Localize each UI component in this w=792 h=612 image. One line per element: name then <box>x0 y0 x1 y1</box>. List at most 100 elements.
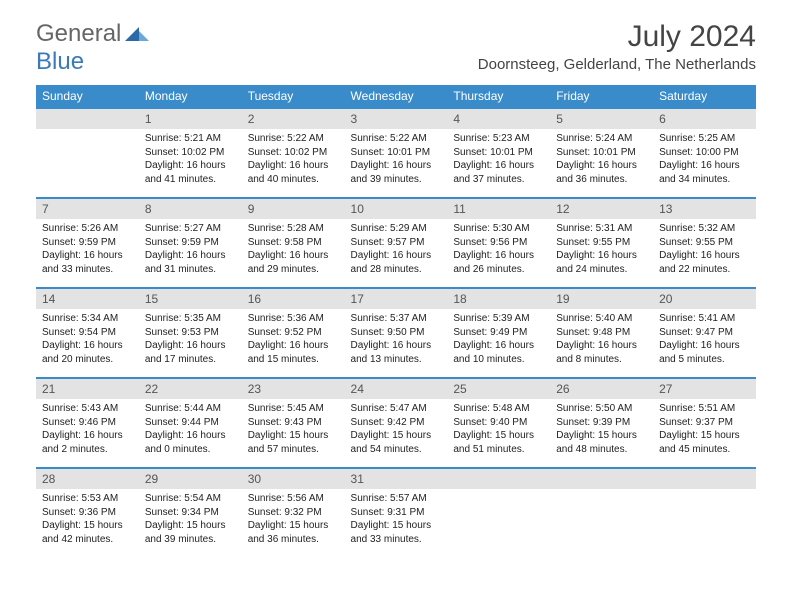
day-header: Saturday <box>653 85 756 108</box>
sunset-text: Sunset: 10:02 PM <box>145 146 236 160</box>
sunrise-text: Sunrise: 5:31 AM <box>556 222 647 236</box>
day-cell: 25Sunrise: 5:48 AMSunset: 9:40 PMDayligh… <box>447 378 550 468</box>
sunset-text: Sunset: 9:44 PM <box>145 416 236 430</box>
day-number-empty <box>653 469 756 489</box>
daylight-text: Daylight: 15 hours and 54 minutes. <box>351 429 442 456</box>
daylight-text: Daylight: 15 hours and 33 minutes. <box>351 519 442 546</box>
month-title: July 2024 <box>478 20 756 54</box>
daylight-text: Daylight: 16 hours and 28 minutes. <box>351 249 442 276</box>
day-header: Thursday <box>447 85 550 108</box>
day-cell: 13Sunrise: 5:32 AMSunset: 9:55 PMDayligh… <box>653 198 756 288</box>
day-cell: 9Sunrise: 5:28 AMSunset: 9:58 PMDaylight… <box>242 198 345 288</box>
daylight-text: Daylight: 16 hours and 34 minutes. <box>659 159 750 186</box>
sunrise-text: Sunrise: 5:25 AM <box>659 132 750 146</box>
day-cell: 23Sunrise: 5:45 AMSunset: 9:43 PMDayligh… <box>242 378 345 468</box>
sunrise-text: Sunrise: 5:21 AM <box>145 132 236 146</box>
day-cell: 17Sunrise: 5:37 AMSunset: 9:50 PMDayligh… <box>345 288 448 378</box>
day-details: Sunrise: 5:27 AMSunset: 9:59 PMDaylight:… <box>139 219 242 280</box>
daylight-text: Daylight: 16 hours and 2 minutes. <box>42 429 133 456</box>
day-number: 28 <box>36 469 139 489</box>
day-header: Sunday <box>36 85 139 108</box>
day-details: Sunrise: 5:29 AMSunset: 9:57 PMDaylight:… <box>345 219 448 280</box>
day-details: Sunrise: 5:53 AMSunset: 9:36 PMDaylight:… <box>36 489 139 550</box>
week-row: 28Sunrise: 5:53 AMSunset: 9:36 PMDayligh… <box>36 468 756 558</box>
sunset-text: Sunset: 9:31 PM <box>351 506 442 520</box>
day-details: Sunrise: 5:50 AMSunset: 9:39 PMDaylight:… <box>550 399 653 460</box>
day-details: Sunrise: 5:51 AMSunset: 9:37 PMDaylight:… <box>653 399 756 460</box>
sunset-text: Sunset: 9:59 PM <box>145 236 236 250</box>
day-cell: 24Sunrise: 5:47 AMSunset: 9:42 PMDayligh… <box>345 378 448 468</box>
daylight-text: Daylight: 16 hours and 15 minutes. <box>248 339 339 366</box>
logo-text-general: General <box>36 20 121 48</box>
sunrise-text: Sunrise: 5:34 AM <box>42 312 133 326</box>
sunset-text: Sunset: 9:43 PM <box>248 416 339 430</box>
daylight-text: Daylight: 16 hours and 40 minutes. <box>248 159 339 186</box>
day-details: Sunrise: 5:22 AMSunset: 10:02 PMDaylight… <box>242 129 345 190</box>
day-cell: 6Sunrise: 5:25 AMSunset: 10:00 PMDayligh… <box>653 108 756 198</box>
sunrise-text: Sunrise: 5:22 AM <box>248 132 339 146</box>
daylight-text: Daylight: 15 hours and 42 minutes. <box>42 519 133 546</box>
daylight-text: Daylight: 16 hours and 20 minutes. <box>42 339 133 366</box>
sunset-text: Sunset: 9:49 PM <box>453 326 544 340</box>
daylight-text: Daylight: 16 hours and 0 minutes. <box>145 429 236 456</box>
sunrise-text: Sunrise: 5:56 AM <box>248 492 339 506</box>
sunrise-text: Sunrise: 5:44 AM <box>145 402 236 416</box>
sunset-text: Sunset: 9:52 PM <box>248 326 339 340</box>
day-cell: 27Sunrise: 5:51 AMSunset: 9:37 PMDayligh… <box>653 378 756 468</box>
day-cell: 10Sunrise: 5:29 AMSunset: 9:57 PMDayligh… <box>345 198 448 288</box>
daylight-text: Daylight: 16 hours and 22 minutes. <box>659 249 750 276</box>
day-details: Sunrise: 5:40 AMSunset: 9:48 PMDaylight:… <box>550 309 653 370</box>
sunrise-text: Sunrise: 5:40 AM <box>556 312 647 326</box>
day-details: Sunrise: 5:56 AMSunset: 9:32 PMDaylight:… <box>242 489 345 550</box>
sunset-text: Sunset: 9:40 PM <box>453 416 544 430</box>
sunset-text: Sunset: 10:01 PM <box>453 146 544 160</box>
day-details: Sunrise: 5:54 AMSunset: 9:34 PMDaylight:… <box>139 489 242 550</box>
sunrise-text: Sunrise: 5:28 AM <box>248 222 339 236</box>
day-number: 26 <box>550 379 653 399</box>
sunset-text: Sunset: 9:50 PM <box>351 326 442 340</box>
day-number: 2 <box>242 109 345 129</box>
logo-text-blue: Blue <box>36 48 84 76</box>
day-number: 12 <box>550 199 653 219</box>
sunrise-text: Sunrise: 5:57 AM <box>351 492 442 506</box>
day-details: Sunrise: 5:41 AMSunset: 9:47 PMDaylight:… <box>653 309 756 370</box>
day-cell <box>550 468 653 558</box>
daylight-text: Daylight: 15 hours and 57 minutes. <box>248 429 339 456</box>
day-number-empty <box>550 469 653 489</box>
day-details: Sunrise: 5:28 AMSunset: 9:58 PMDaylight:… <box>242 219 345 280</box>
daylight-text: Daylight: 16 hours and 8 minutes. <box>556 339 647 366</box>
daylight-text: Daylight: 16 hours and 26 minutes. <box>453 249 544 276</box>
sunset-text: Sunset: 9:34 PM <box>145 506 236 520</box>
sunrise-text: Sunrise: 5:37 AM <box>351 312 442 326</box>
day-number: 5 <box>550 109 653 129</box>
day-header: Friday <box>550 85 653 108</box>
daylight-text: Daylight: 16 hours and 41 minutes. <box>145 159 236 186</box>
day-number: 27 <box>653 379 756 399</box>
sunrise-text: Sunrise: 5:32 AM <box>659 222 750 236</box>
day-cell <box>447 468 550 558</box>
day-details: Sunrise: 5:35 AMSunset: 9:53 PMDaylight:… <box>139 309 242 370</box>
day-number: 15 <box>139 289 242 309</box>
day-number: 10 <box>345 199 448 219</box>
day-header-row: SundayMondayTuesdayWednesdayThursdayFrid… <box>36 85 756 108</box>
day-number: 20 <box>653 289 756 309</box>
day-details: Sunrise: 5:22 AMSunset: 10:01 PMDaylight… <box>345 129 448 190</box>
sunset-text: Sunset: 9:47 PM <box>659 326 750 340</box>
day-cell: 12Sunrise: 5:31 AMSunset: 9:55 PMDayligh… <box>550 198 653 288</box>
day-details: Sunrise: 5:47 AMSunset: 9:42 PMDaylight:… <box>345 399 448 460</box>
day-number: 23 <box>242 379 345 399</box>
daylight-text: Daylight: 15 hours and 48 minutes. <box>556 429 647 456</box>
day-header: Wednesday <box>345 85 448 108</box>
daylight-text: Daylight: 15 hours and 51 minutes. <box>453 429 544 456</box>
sunset-text: Sunset: 9:59 PM <box>42 236 133 250</box>
day-number: 7 <box>36 199 139 219</box>
day-number: 9 <box>242 199 345 219</box>
sunset-text: Sunset: 10:00 PM <box>659 146 750 160</box>
sunrise-text: Sunrise: 5:41 AM <box>659 312 750 326</box>
day-details: Sunrise: 5:39 AMSunset: 9:49 PMDaylight:… <box>447 309 550 370</box>
sunset-text: Sunset: 9:37 PM <box>659 416 750 430</box>
sunset-text: Sunset: 10:02 PM <box>248 146 339 160</box>
sunrise-text: Sunrise: 5:43 AM <box>42 402 133 416</box>
day-details: Sunrise: 5:32 AMSunset: 9:55 PMDaylight:… <box>653 219 756 280</box>
day-cell <box>653 468 756 558</box>
